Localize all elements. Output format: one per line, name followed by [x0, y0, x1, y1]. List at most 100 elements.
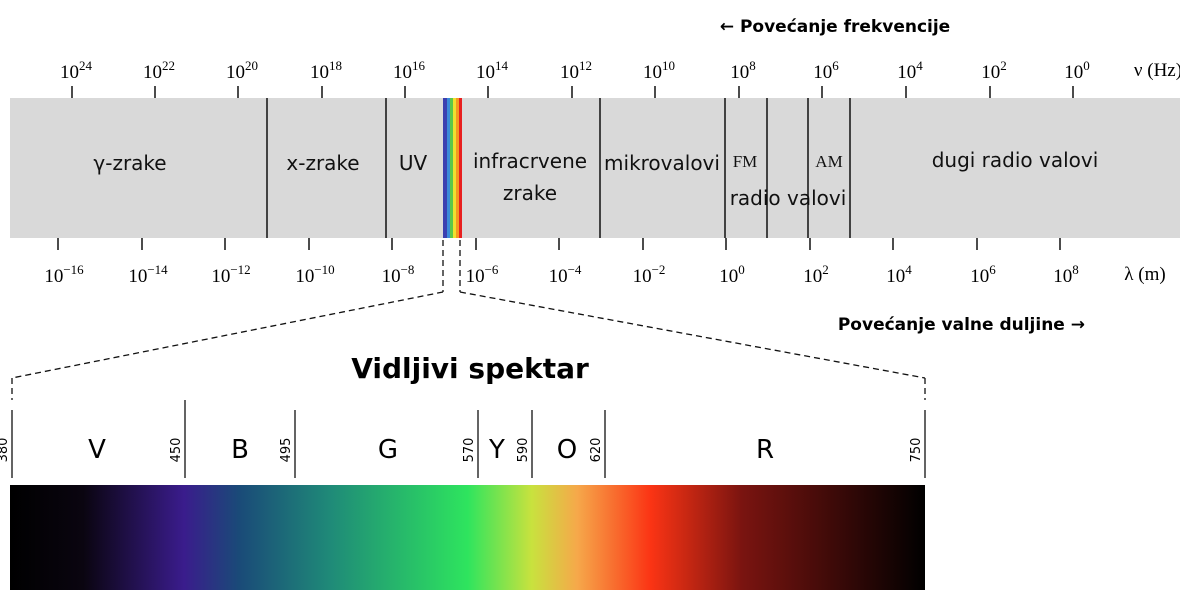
- tick-exponent: −16: [63, 262, 84, 277]
- tick-base: 10: [719, 266, 738, 287]
- band-label: FM: [733, 152, 758, 171]
- tick-label: 10−4: [549, 262, 582, 287]
- tick-exponent: 0: [1083, 58, 1090, 73]
- tick-base: 10: [466, 266, 485, 287]
- band-dividers: [266, 98, 851, 238]
- color-label: V: [88, 435, 106, 465]
- tick-exponent: −14: [147, 262, 168, 277]
- tick-exponent: 4: [916, 58, 923, 73]
- boundary-label: 450: [169, 438, 184, 463]
- tick-base: 10: [970, 266, 989, 287]
- boundary-label: 380: [0, 438, 11, 463]
- tick-exponent: 8: [749, 58, 756, 73]
- tick-exponent: 6: [989, 262, 996, 277]
- tick-label: 106: [970, 262, 996, 287]
- tick-exponent: 4: [905, 262, 912, 277]
- color-label: R: [756, 435, 774, 465]
- tick-base: 10: [310, 62, 329, 83]
- tick-base: 10: [981, 62, 1000, 83]
- tick-base: 10: [128, 266, 147, 287]
- color-label: G: [378, 435, 398, 465]
- tick-label: 106: [813, 58, 839, 83]
- tick-base: 10: [143, 62, 162, 83]
- band-label: γ-zrake: [93, 151, 166, 175]
- visible-gradient: [10, 485, 925, 590]
- tick-base: 10: [897, 62, 916, 83]
- rainbow-strip: [443, 98, 462, 238]
- tick-base: 10: [44, 266, 63, 287]
- frequency-unit: ν (Hz): [1134, 60, 1180, 81]
- tick-label: 100: [719, 262, 745, 287]
- tick-label: 1014: [476, 58, 509, 83]
- tick-label: 10−6: [466, 262, 499, 287]
- band-label: infracrvene: [473, 149, 587, 173]
- tick-label: 102: [803, 262, 829, 287]
- tick-label: 108: [730, 58, 756, 83]
- band-label: UV: [399, 151, 428, 175]
- band-label: dugi radio valovi: [932, 148, 1099, 172]
- tick-label: 1024: [60, 58, 93, 83]
- boundary-label: 570: [462, 438, 477, 463]
- tick-base: 10: [476, 62, 495, 83]
- tick-exponent: 14: [495, 58, 509, 73]
- band-label: zrake: [503, 181, 557, 205]
- tick-exponent: 16: [412, 58, 426, 73]
- tick-label: 10−14: [128, 262, 168, 287]
- tick-exponent: 0: [738, 262, 745, 277]
- band-label: mikrovalovi: [604, 151, 720, 175]
- tick-exponent: 2: [1000, 58, 1007, 73]
- tick-label: 1020: [226, 58, 258, 83]
- tick-label: 1012: [560, 58, 592, 83]
- spectrum-band: [10, 98, 1180, 238]
- tick-label: 10−8: [382, 262, 415, 287]
- tick-exponent: 18: [329, 58, 342, 73]
- tick-base: 10: [226, 62, 245, 83]
- tick-label: 102: [981, 58, 1007, 83]
- tick-exponent: 8: [1072, 262, 1079, 277]
- tick-label: 10−2: [633, 262, 666, 287]
- tick-label: 1022: [143, 58, 175, 83]
- tick-exponent: 12: [579, 58, 592, 73]
- zoom-lines: [11, 240, 926, 400]
- tick-label: 1018: [310, 58, 342, 83]
- tick-exponent: 6: [832, 58, 839, 73]
- tick-base: 10: [560, 62, 579, 83]
- tick-exponent: −2: [652, 262, 666, 277]
- tick-base: 10: [730, 62, 749, 83]
- tick-exponent: 22: [162, 58, 175, 73]
- tick-label: 1010: [643, 58, 675, 83]
- tick-base: 10: [886, 266, 905, 287]
- tick-label: 1016: [393, 58, 426, 83]
- tick-exponent: −6: [485, 262, 499, 277]
- tick-exponent: −4: [568, 262, 582, 277]
- wavelength-unit: λ (m): [1124, 264, 1165, 285]
- wavelength-direction: Povećanje valne duljine →: [838, 315, 1085, 335]
- boundary-label: 495: [279, 438, 294, 463]
- frequency-direction: ← Povećanje frekvencije: [720, 17, 950, 37]
- tick-exponent: −10: [314, 262, 334, 277]
- boundary-label: 620: [589, 438, 604, 463]
- tick-base: 10: [1053, 266, 1072, 287]
- tick-label: 10−16: [44, 262, 84, 287]
- tick-label: 10−10: [295, 262, 334, 287]
- tick-label: 100: [1064, 58, 1090, 83]
- tick-label: 10−12: [211, 262, 250, 287]
- tick-base: 10: [382, 266, 401, 287]
- color-label: Y: [488, 435, 505, 465]
- tick-base: 10: [633, 266, 652, 287]
- tick-exponent: 20: [245, 58, 258, 73]
- color-label: O: [557, 435, 577, 465]
- tick-base: 10: [211, 266, 230, 287]
- boundary-label: 750: [909, 438, 924, 463]
- tick-base: 10: [813, 62, 832, 83]
- tick-exponent: 24: [79, 58, 93, 73]
- tick-label: 104: [886, 262, 912, 287]
- tick-base: 10: [803, 266, 822, 287]
- band-label: radio valovi: [730, 186, 847, 210]
- visible-title: Vidljivi spektar: [351, 352, 589, 385]
- tick-base: 10: [393, 62, 412, 83]
- tick-exponent: 2: [822, 262, 829, 277]
- tick-exponent: −8: [401, 262, 415, 277]
- boundary-label: 590: [516, 438, 531, 463]
